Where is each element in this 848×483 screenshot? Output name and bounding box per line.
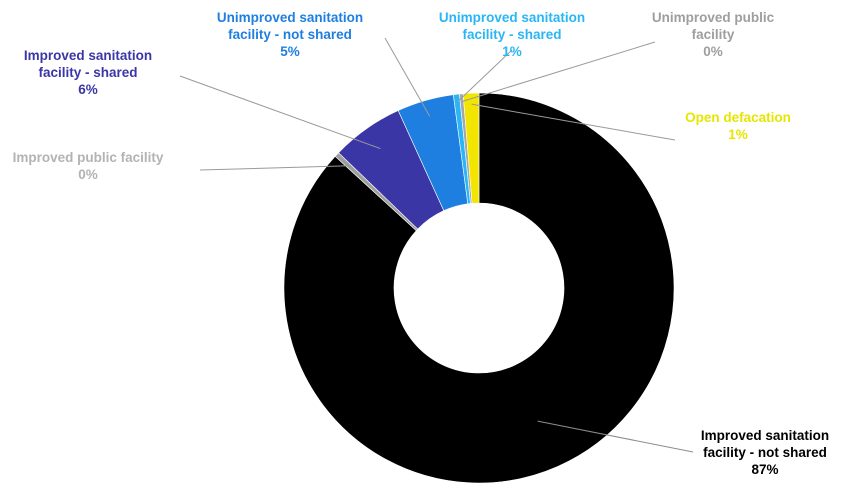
slice-name-line: facility - not shared (228, 27, 352, 42)
slice-name-line: facility - shared (462, 27, 561, 42)
slice-name-line: facility - not shared (703, 445, 827, 460)
slice-name-line: Unimproved public (652, 10, 775, 25)
slice-name-line: facility (692, 27, 735, 42)
slice-name-line: Unimproved sanitation (217, 10, 363, 25)
leader-line-2 (199, 165, 349, 171)
donut-slices (283, 92, 675, 483)
leader-line-4 (384, 37, 431, 117)
slice-label-2: Improved public facility 0% (13, 150, 164, 182)
slice-1 (283, 92, 675, 483)
slice-value-label: 0% (703, 44, 723, 59)
slice-value-label: 1% (728, 127, 748, 142)
leader-line-1 (537, 420, 694, 453)
slice-label-1: Improved sanitation facility - not shared… (701, 428, 829, 477)
leader-lines (179, 37, 694, 453)
slice-value-label: 6% (78, 82, 98, 97)
slice-7 (462, 92, 480, 204)
slice-name-line: facility - shared (38, 65, 137, 80)
leader-line-3 (179, 75, 381, 150)
slice-value-label: 1% (502, 44, 522, 59)
slice-name-line: Improved sanitation (701, 428, 829, 443)
slice-label-5: Unimproved sanitation facility - shared 1% (439, 10, 585, 59)
slice-label-6: Unimproved public facility 0% (652, 10, 775, 59)
leader-line-5 (456, 49, 513, 103)
slice-name-line: Improved sanitation (24, 48, 152, 63)
slice-value-label: 5% (280, 44, 300, 59)
slice-name-line: Unimproved sanitation (439, 10, 585, 25)
slice-name-line: Improved public facility (13, 150, 164, 165)
slice-value-label: 0% (78, 167, 98, 182)
slice-name-line: Open defacation (685, 110, 791, 125)
slice-label-7: Open defacation 1% (685, 110, 791, 142)
leader-line-6 (461, 41, 656, 102)
slice-value-label: 87% (751, 462, 778, 477)
slice-label-3: Improved sanitation facility - shared 6% (24, 48, 152, 97)
slice-labels: Improved sanitation facility - not shared… (13, 10, 830, 477)
slice-label-4: Unimproved sanitation facility - not shar… (217, 10, 363, 59)
leader-line-7 (471, 103, 676, 141)
